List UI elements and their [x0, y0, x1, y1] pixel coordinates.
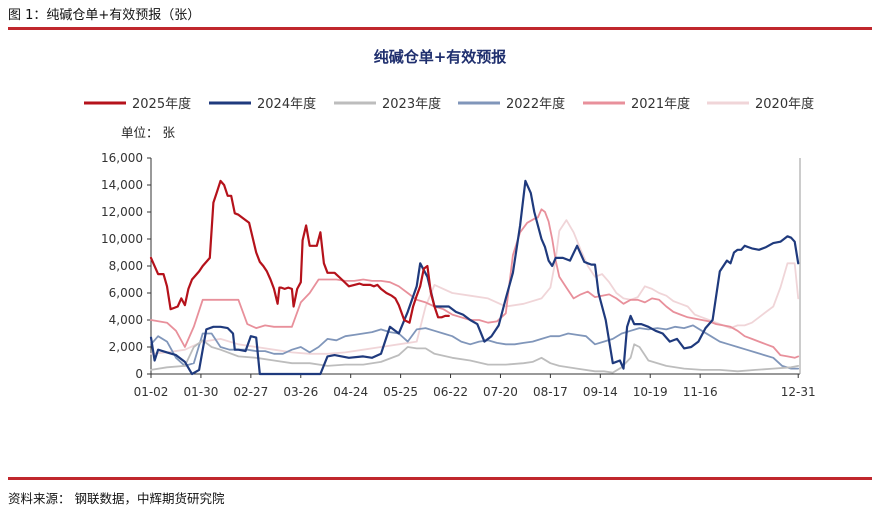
legend-label: 2024年度	[257, 96, 316, 112]
unit-label: 单位： 张	[121, 125, 175, 140]
legend-label: 2022年度	[506, 96, 565, 112]
x-tick-label: 08-17	[533, 385, 568, 399]
y-tick-label: 6,000	[109, 286, 143, 300]
y-tick-label: 14,000	[101, 178, 143, 192]
y-tick-label: 10,000	[101, 232, 143, 246]
x-tick-label: 04-24	[333, 385, 368, 399]
y-tick-label: 12,000	[101, 205, 143, 219]
top-divider	[8, 27, 872, 30]
x-tick-label: 12-31	[781, 385, 816, 399]
x-tick-label: 03-26	[283, 385, 318, 399]
x-tick-label: 02-27	[233, 385, 268, 399]
y-tick-label: 16,000	[101, 151, 143, 165]
x-tick-label: 01-02	[134, 385, 169, 399]
legend-label: 2020年度	[755, 96, 814, 112]
source-note: 资料来源： 钢联数据，中辉期货研究院	[8, 491, 225, 506]
y-tick-label: 8,000	[109, 259, 143, 273]
y-tick-label: 2,000	[109, 340, 143, 354]
y-tick-label: 4,000	[109, 313, 143, 327]
chart-title: 纯碱仓单+有效预报	[373, 48, 507, 66]
series-line-2024年度	[149, 179, 800, 376]
legend-label: 2023年度	[382, 96, 441, 112]
x-tick-label: 01-30	[183, 385, 218, 399]
legend-label: 2025年度	[132, 96, 191, 112]
bottom-divider	[8, 477, 872, 480]
series-line-2021年度	[150, 208, 800, 359]
figure-caption: 图 1：纯碱仓单+有效预报（张）	[8, 8, 201, 23]
x-tick-label: 10-19	[633, 385, 668, 399]
series-line-2023年度	[150, 339, 800, 374]
x-tick-label: 09-14	[583, 385, 618, 399]
x-tick-label: 05-25	[383, 385, 418, 399]
series-line-2025年度	[149, 179, 450, 324]
x-tick-label: 11-16	[683, 385, 718, 399]
y-tick-label: 0	[135, 367, 143, 381]
x-tick-label: 07-20	[483, 385, 518, 399]
legend-label: 2021年度	[631, 96, 690, 112]
series-line-2020年度	[150, 219, 800, 355]
x-tick-label: 06-22	[433, 385, 468, 399]
